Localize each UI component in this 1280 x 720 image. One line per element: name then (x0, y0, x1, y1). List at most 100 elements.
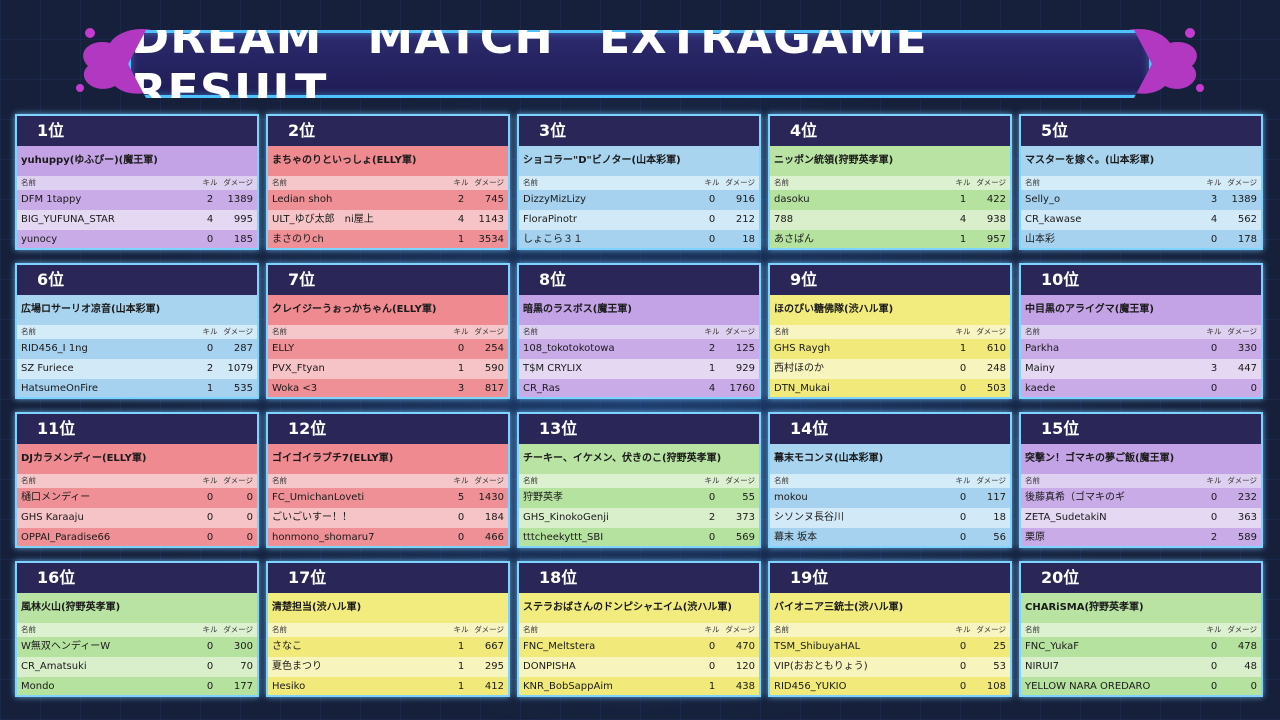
player-row: HatsumeOnFire 1 535 (17, 379, 257, 397)
player-kills: 2 (708, 343, 716, 354)
player-row: GHS_KinokoGenji 2 373 (519, 508, 759, 528)
header-name: 名前 (774, 327, 789, 336)
header-name: 名前 (523, 327, 538, 336)
column-header: 名前 キル ダメージ (268, 325, 508, 339)
player-damage: 590 (484, 363, 504, 374)
player-kills: 0 (708, 194, 716, 205)
header-kill: キル (955, 178, 971, 187)
player-row: NIRUI7 0 48 (1021, 657, 1261, 677)
result-card: 2位 まちゃのりといっしょ(ELLY軍) 名前 キル ダメージ Ledian shoh 2 7… (266, 114, 510, 250)
header-kill: キル (704, 178, 720, 187)
player-kills: 0 (206, 343, 214, 354)
player-kills: 0 (708, 532, 716, 543)
header-damage: ダメージ (474, 327, 504, 336)
player-row: W無双ヘンディーW 0 300 (17, 637, 257, 657)
player-name: FloraPinotr (523, 214, 577, 225)
header-damage: ダメージ (1227, 178, 1257, 187)
team-name: 広場ロサーリオ凉音(山本彩軍) (17, 295, 257, 325)
result-card: 11位 DJカラメンディー(ELLY軍) 名前 キル ダメージ 樋口メンディー 0 0 GHS … (15, 412, 259, 548)
player-row: Mondo 0 177 (17, 677, 257, 695)
player-kills: 0 (206, 681, 214, 692)
player-name: mokou (774, 492, 808, 503)
player-kills: 0 (206, 641, 214, 652)
result-card: 5位 マスターを嫁ぐ。(山本彩軍) 名前 キル ダメージ Selly_o 3 1389 CR_k… (1019, 114, 1263, 250)
column-header: 名前 キル ダメージ (268, 176, 508, 190)
player-row: honmono_shomaru7 0 466 (268, 528, 508, 546)
team-name: 幕末モコンヌ(山本彩軍) (770, 444, 1010, 474)
player-damage: 957 (986, 234, 1006, 245)
player-damage: 55 (742, 492, 755, 503)
player-row: kaede 0 0 (1021, 379, 1261, 397)
team-name: まちゃのりといっしょ(ELLY軍) (268, 146, 508, 176)
team-name: 清楚担当(渋ハル軍) (268, 593, 508, 623)
player-kills: 2 (206, 194, 214, 205)
player-damage: 70 (240, 661, 253, 672)
team-name: クレイジーうぉっかちゃん(ELLY軍) (268, 295, 508, 325)
column-header: 名前 キル ダメージ (17, 325, 257, 339)
player-name: W無双ヘンディーW (21, 641, 111, 652)
player-damage: 1430 (478, 492, 504, 503)
header-damage: ダメージ (976, 476, 1006, 485)
team-name: 風林火山(狩野英孝軍) (17, 593, 257, 623)
player-row: DizzyMizLizy 0 916 (519, 190, 759, 210)
player-row: あさぱん 1 957 (770, 230, 1010, 248)
header-name: 名前 (21, 476, 36, 485)
player-kills: 0 (457, 532, 465, 543)
player-row: Mainy 3 447 (1021, 359, 1261, 379)
player-kills: 2 (708, 512, 716, 523)
player-kills: 0 (1210, 661, 1218, 672)
header-kill: キル (955, 327, 971, 336)
player-kills: 0 (1210, 681, 1218, 692)
player-name: tttcheekyttt_SBI (523, 532, 604, 543)
header-damage: ダメージ (223, 476, 253, 485)
player-damage: 18 (993, 512, 1006, 523)
team-name: ショコラー"D"ビノター(山本彩軍) (519, 146, 759, 176)
header-damage: ダメージ (474, 178, 504, 187)
player-damage: 25 (993, 641, 1006, 652)
player-damage: 412 (484, 681, 504, 692)
player-name: GHS Karaaju (21, 512, 84, 523)
column-header: 名前 キル ダメージ (1021, 623, 1261, 637)
team-name: ほのぴい糖佛隊(渋ハル軍) (770, 295, 1010, 325)
header-damage: ダメージ (725, 178, 755, 187)
team-name: 突撃ン！ゴマキの夢ご飯(魔王軍) (1021, 444, 1261, 474)
player-name: 山本彩 (1025, 234, 1055, 245)
player-row: ごいごいすー！！ 0 184 (268, 508, 508, 528)
player-damage: 1389 (227, 194, 253, 205)
column-header: 名前 キル ダメージ (770, 474, 1010, 488)
player-kills: 0 (959, 383, 967, 394)
header-kill: キル (1206, 625, 1222, 634)
player-damage: 1389 (1231, 194, 1257, 205)
player-name: CR_Ras (523, 383, 560, 394)
player-damage: 125 (735, 343, 755, 354)
player-kills: 1 (457, 234, 465, 245)
player-row: シソンヌ長谷川 0 18 (770, 508, 1010, 528)
player-damage: 3534 (478, 234, 504, 245)
header-kill: キル (1206, 327, 1222, 336)
team-name: ニッポン統領(狩野英孝軍) (770, 146, 1010, 176)
header-damage: ダメージ (976, 327, 1006, 336)
player-row: 788 4 938 (770, 210, 1010, 230)
player-name: TSM_ShibuyaHAL (774, 641, 861, 652)
rank-label: 14位 (770, 414, 1010, 444)
player-damage: 535 (233, 383, 253, 394)
rank-label: 3位 (519, 116, 759, 146)
player-name: RID456_YUKIO (774, 681, 847, 692)
team-name: チーキー、イケメン、伏きのこ(狩野英孝軍) (519, 444, 759, 474)
player-name: 栗原 (1025, 532, 1045, 543)
header-damage: ダメージ (1227, 476, 1257, 485)
player-kills: 4 (708, 383, 716, 394)
player-damage: 330 (1237, 343, 1257, 354)
player-kills: 0 (206, 234, 214, 245)
team-name: マスターを嫁ぐ。(山本彩軍) (1021, 146, 1261, 176)
player-kills: 0 (959, 363, 967, 374)
player-name: ELLY (272, 343, 295, 354)
result-card: 7位 クレイジーうぉっかちゃん(ELLY軍) 名前 キル ダメージ ELLY 0 254 PVX… (266, 263, 510, 399)
player-damage: 1143 (478, 214, 504, 225)
player-name: DFM 1tappy (21, 194, 82, 205)
player-name: OPPAI_Paradise66 (21, 532, 111, 543)
header-name: 名前 (272, 625, 287, 634)
header-name: 名前 (523, 625, 538, 634)
banner-title: DREAM MATCH EXTRAGAME RESULT (131, 10, 928, 118)
player-damage: 373 (735, 512, 755, 523)
